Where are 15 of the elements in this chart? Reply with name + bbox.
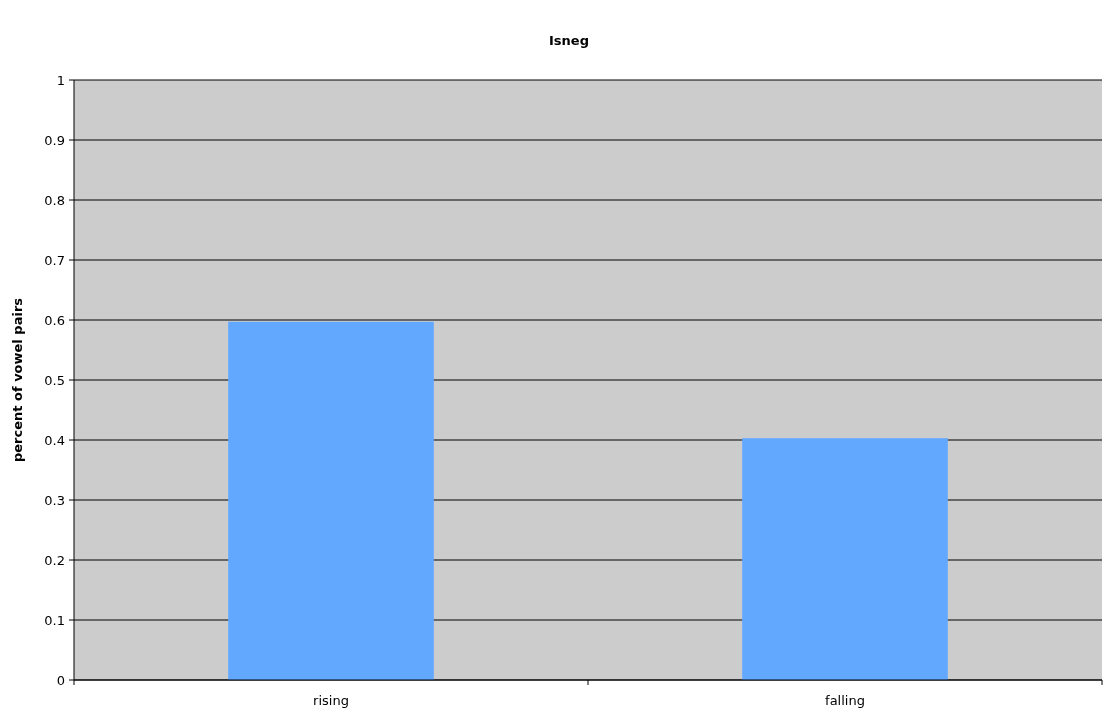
- y-tick-label: 0.4: [44, 432, 65, 448]
- y-tick-label: 0.2: [44, 552, 65, 568]
- chart-title: Isneg: [549, 33, 589, 48]
- y-axis-title: percent of vowel pairs: [10, 297, 25, 463]
- y-tick-label: 0.3: [44, 492, 65, 508]
- y-tick-label: 0: [56, 672, 65, 688]
- y-tick-label: 0.1: [44, 612, 65, 628]
- y-tick-label: 0.9: [44, 132, 65, 148]
- y-tick-label: 1: [56, 72, 65, 88]
- y-tick-label: 0.8: [44, 192, 65, 208]
- x-tick-label: rising: [313, 693, 349, 708]
- y-tick-label: 0.7: [44, 252, 65, 268]
- y-tick-label: 0.6: [44, 312, 65, 328]
- x-tick-label: falling: [825, 693, 865, 708]
- y-tick-label: 0.5: [44, 372, 65, 388]
